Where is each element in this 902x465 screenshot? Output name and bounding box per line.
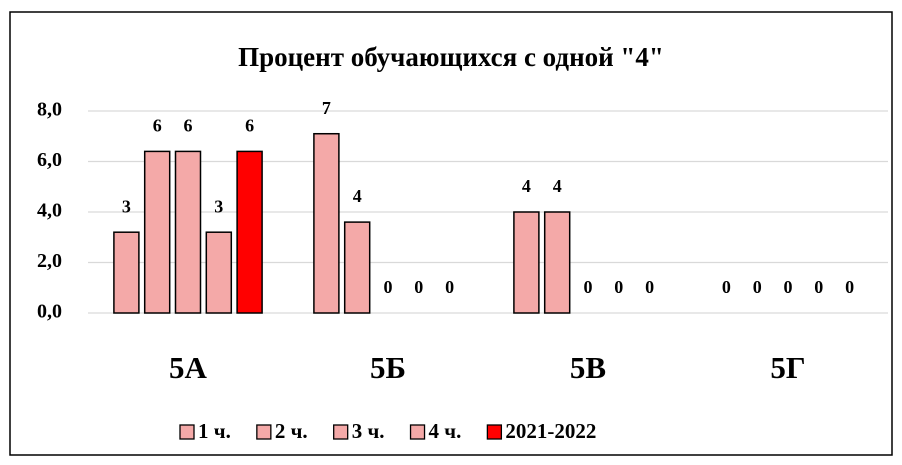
bar: [143, 150, 171, 314]
legend-label: 1 ч.: [198, 419, 231, 443]
value-label: 4: [353, 186, 362, 206]
legend-label: 2021-2022: [505, 419, 596, 443]
y-tick-label: 2,0: [37, 250, 62, 272]
y-tick-label: 0,0: [37, 301, 62, 323]
value-label: 0: [584, 277, 593, 297]
value-label: 3: [122, 196, 131, 216]
value-label: 0: [845, 277, 854, 297]
value-label: 0: [722, 277, 731, 297]
legend-label: 3 ч.: [352, 419, 385, 443]
bar: [313, 132, 340, 314]
value-label: 0: [814, 277, 823, 297]
x-tick-label: 5В: [570, 350, 606, 385]
legend-marker: [409, 424, 426, 440]
legend-label: 4 ч.: [429, 419, 462, 443]
value-label: 0: [645, 277, 654, 297]
legend-label: 2 ч.: [275, 419, 308, 443]
bar: [343, 221, 371, 314]
chart-title: Процент обучающихся с одной "4": [238, 42, 664, 72]
value-label: 0: [384, 277, 393, 297]
bar: [236, 150, 263, 314]
value-label: 6: [153, 116, 162, 136]
value-label: 4: [522, 176, 531, 196]
value-label: 0: [445, 277, 454, 297]
y-tick-label: 8,0: [37, 99, 62, 121]
bar: [205, 231, 233, 314]
bar: [543, 211, 571, 314]
legend-marker: [256, 424, 272, 440]
bar: [174, 150, 202, 314]
value-label: 0: [753, 277, 762, 297]
bar: [513, 211, 540, 314]
value-label: 6: [245, 116, 254, 136]
legend-marker: [486, 424, 503, 440]
y-tick-label: 4,0: [37, 200, 62, 222]
value-label: 6: [184, 116, 193, 136]
value-label: 0: [614, 277, 623, 297]
value-label: 4: [553, 176, 562, 196]
x-tick-label: 5Г: [770, 350, 805, 385]
value-label: 0: [784, 277, 793, 297]
x-tick-label: 5Б: [370, 350, 406, 385]
legend-marker: [179, 424, 195, 440]
chart-frame: [9, 11, 893, 456]
bar: [113, 231, 140, 314]
value-label: 7: [322, 98, 331, 118]
value-label: 3: [214, 196, 223, 216]
y-tick-label: 6,0: [37, 149, 62, 171]
legend-marker: [333, 424, 349, 440]
x-tick-label: 5А: [169, 350, 208, 385]
value-label: 0: [414, 277, 423, 297]
